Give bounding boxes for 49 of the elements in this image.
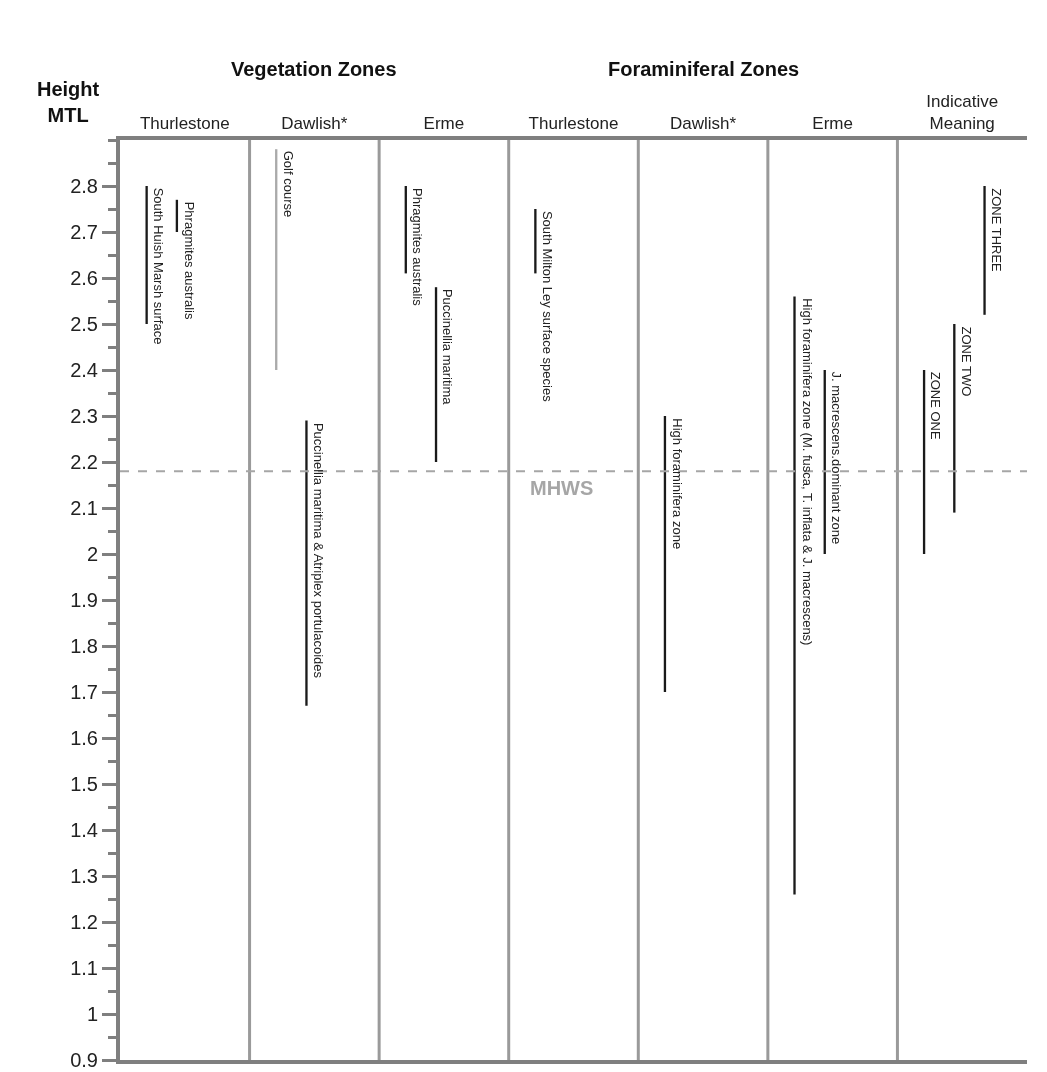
x-tick-label: Indicative Meaning	[926, 92, 999, 134]
bar	[305, 420, 308, 706]
y-tick-label: 2.4	[70, 359, 98, 381]
bar	[793, 296, 796, 895]
y-tick-label: 1.1	[70, 957, 98, 979]
data-label: ZONE TWO	[958, 326, 974, 397]
y-tick-label: 1.6	[70, 727, 98, 749]
data-label: J. macrescens.dominant zone	[829, 371, 845, 545]
y-tick-label: 2.7	[70, 221, 98, 243]
data-label: High foraminifera zone (M. fusca, T. inflata & J. macrescens)	[799, 298, 815, 646]
y-tick-label: 1.9	[70, 589, 98, 611]
y-tick-label: 0.9	[70, 1049, 98, 1071]
y-tick-label: 1.3	[70, 865, 98, 887]
y-tick-label: 2.1	[70, 497, 98, 519]
y-tick-label: 1.2	[70, 911, 98, 933]
data-label: Puccinellia maritima & Atriplex portulacoides	[311, 422, 327, 679]
y-tick-label: 2.6	[70, 267, 98, 289]
y-tick-label: 2.2	[70, 451, 98, 473]
ref-line-label: MHWS	[530, 477, 594, 499]
y-tick-label: 2.5	[70, 313, 98, 335]
text: Vegetation Zones	[231, 58, 397, 80]
y-tick-label: 1.5	[70, 773, 98, 795]
y-tick-label: 1.4	[70, 819, 98, 841]
x-tick-label: Dawlish*	[670, 114, 737, 134]
x-tick-label: Dawlish*	[281, 114, 348, 134]
data-label: ZONE ONE	[928, 371, 944, 440]
y-tick-label: 2.8	[70, 175, 98, 197]
x-tick-label: Erme	[423, 114, 465, 134]
bar	[534, 209, 537, 274]
y-tick-label: 1	[86, 1003, 98, 1025]
x-tick-label: Thurlestone	[528, 114, 619, 134]
y-tick-label: 1.8	[70, 635, 98, 657]
bar	[983, 186, 986, 315]
data-label: Phragmites australis	[410, 187, 426, 307]
y-tick-label: 1.7	[70, 681, 98, 703]
x-tick-label: Thurlestone	[139, 114, 230, 134]
y-tick-label: 2.3	[70, 405, 98, 427]
data-label: Phragmites australis	[181, 201, 197, 320]
data-label: ZONE THREE	[988, 188, 1004, 273]
data-label: Golf course	[280, 150, 296, 218]
bar	[145, 186, 148, 324]
text: Foraminiferal Zones	[608, 58, 800, 80]
x-tick-label: Erme	[812, 114, 853, 134]
y-tick-label: 2	[86, 543, 98, 565]
data-label: Puccinellia maritima	[440, 288, 456, 406]
y-axis-title: Height MTL	[37, 78, 100, 126]
data-label: South Milton Ley surface species	[540, 210, 556, 403]
data-label: South Huish Marsh surface	[151, 187, 167, 345]
data-label: High foraminifera zone	[669, 418, 685, 550]
